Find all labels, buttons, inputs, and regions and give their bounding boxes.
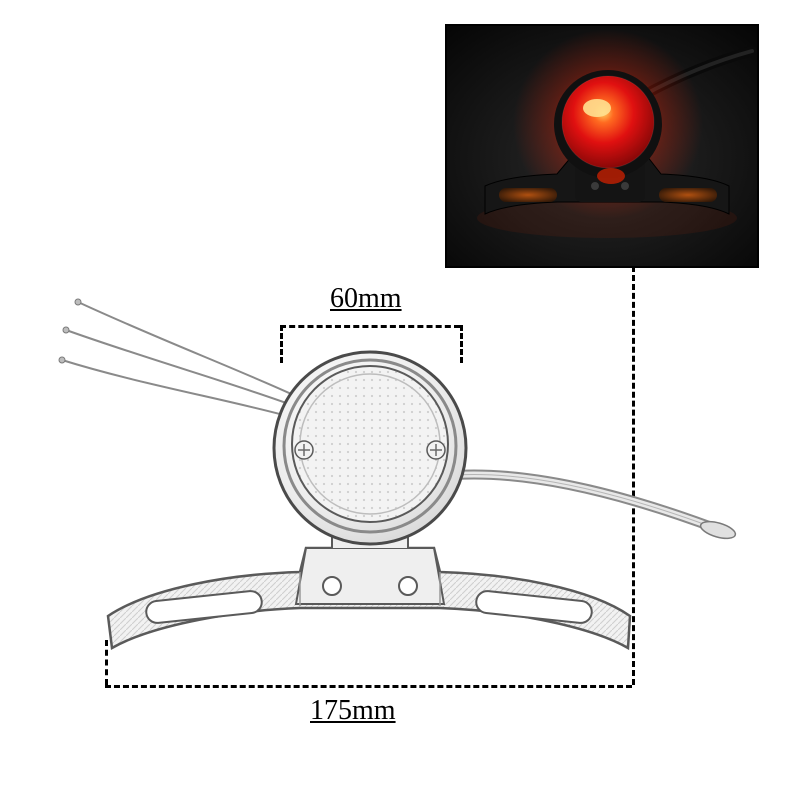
bracket-drawing [108,548,630,648]
connector-dashed-line [632,266,635,685]
mount-hole-left [323,577,341,595]
stalk [332,506,408,548]
product-photo-svg [447,26,757,266]
cable-drawing [455,474,737,541]
dim-lens-hline [280,325,460,328]
wires [59,299,302,420]
lens [292,366,448,522]
mount-hole-right [399,577,417,595]
dim-bracket-vline-left [105,640,108,685]
dim-lens-vline-right [460,325,463,363]
screw-right [427,441,445,459]
dim-bracket-hline [105,685,632,688]
product-photo-inset [445,24,759,268]
screw-left [295,441,313,459]
dim-label-lens: 60mm [330,283,402,315]
light-assembly [274,352,466,544]
dim-label-bracket: 175mm [310,695,396,727]
dim-lens-vline-left [280,325,283,363]
